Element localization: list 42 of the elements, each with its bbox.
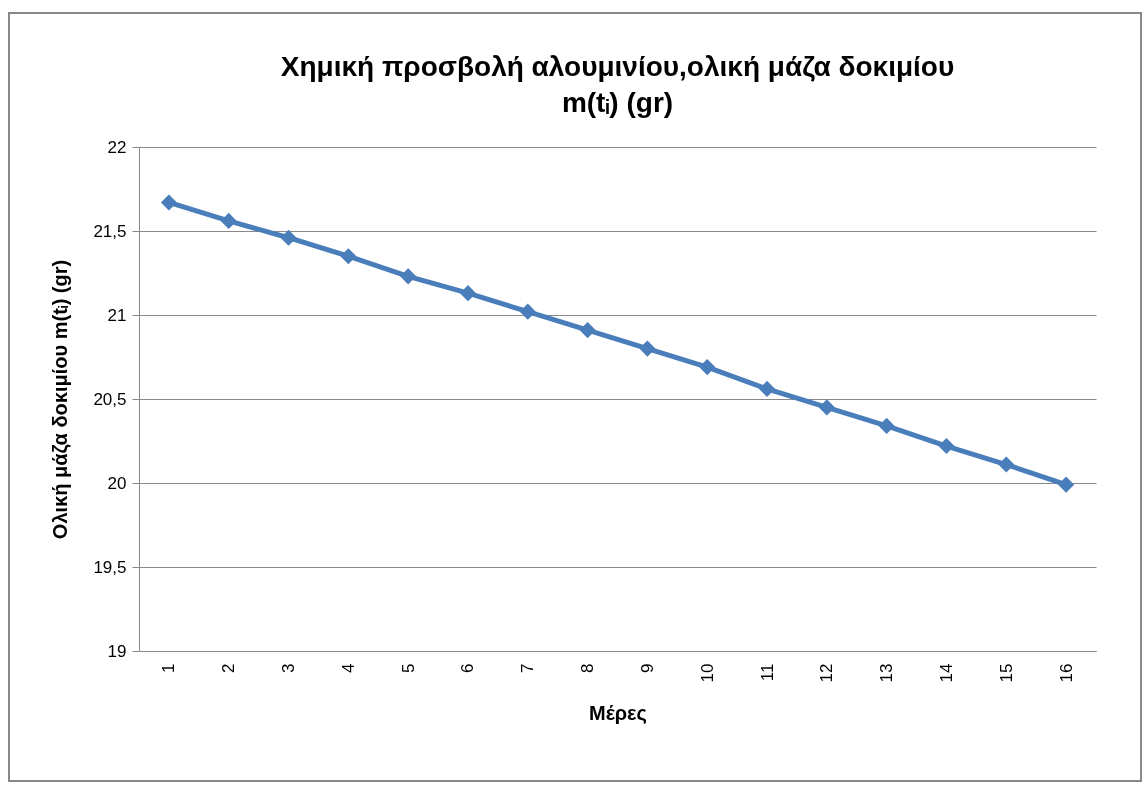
x-tick-label: 3 [279,663,299,673]
x-tick-label: 16 [1056,663,1076,683]
x-tick-label: 1 [159,663,179,673]
x-tick-label: 2 [219,663,239,673]
x-tick-label: 11 [757,663,777,682]
x-tick-label: 5 [398,663,418,673]
y-tick-label: 21,5 [93,221,127,241]
x-tick-label: 14 [936,663,956,683]
point [519,303,536,320]
point [459,285,477,302]
x-tick-label: 7 [518,663,538,673]
chart-title: Χημική προσβολή αλουμινίου,ολική μάζα δοκιμίου m(tᵢ) (gr) [280,51,955,118]
y-tick-label: 20 [107,473,127,493]
y-tick-label: 19,5 [93,557,127,577]
y-tick-label: 21 [107,305,127,325]
point [160,194,177,211]
point [1058,476,1075,493]
x-tick-label: 9 [637,663,657,673]
y-tick-label: 19 [107,641,127,661]
y-tick-label: 20,5 [93,389,127,409]
point [579,322,596,339]
x-tick-label: 4 [338,663,358,673]
point [938,437,955,455]
point [400,268,417,285]
point [280,229,297,246]
x-tick-label: 8 [578,663,598,673]
x-tick-label: 13 [877,663,897,683]
point [998,456,1015,473]
point [878,417,895,434]
point [758,380,776,397]
x-tick-label: 12 [817,663,837,683]
point [818,399,835,416]
y-tick-label: 22 [107,137,127,157]
x-axis-title: Μέρες [589,702,647,725]
x-tick-label: 6 [458,663,478,673]
point [220,212,237,229]
x-tick-label: 10 [697,663,717,683]
x-tick-label: 15 [996,663,1016,683]
point [699,359,716,376]
point [639,340,656,357]
y-axis-title: Ολική μάζα δοκιμίου m(tᵢ) (gr) [49,259,72,540]
point [340,248,357,265]
